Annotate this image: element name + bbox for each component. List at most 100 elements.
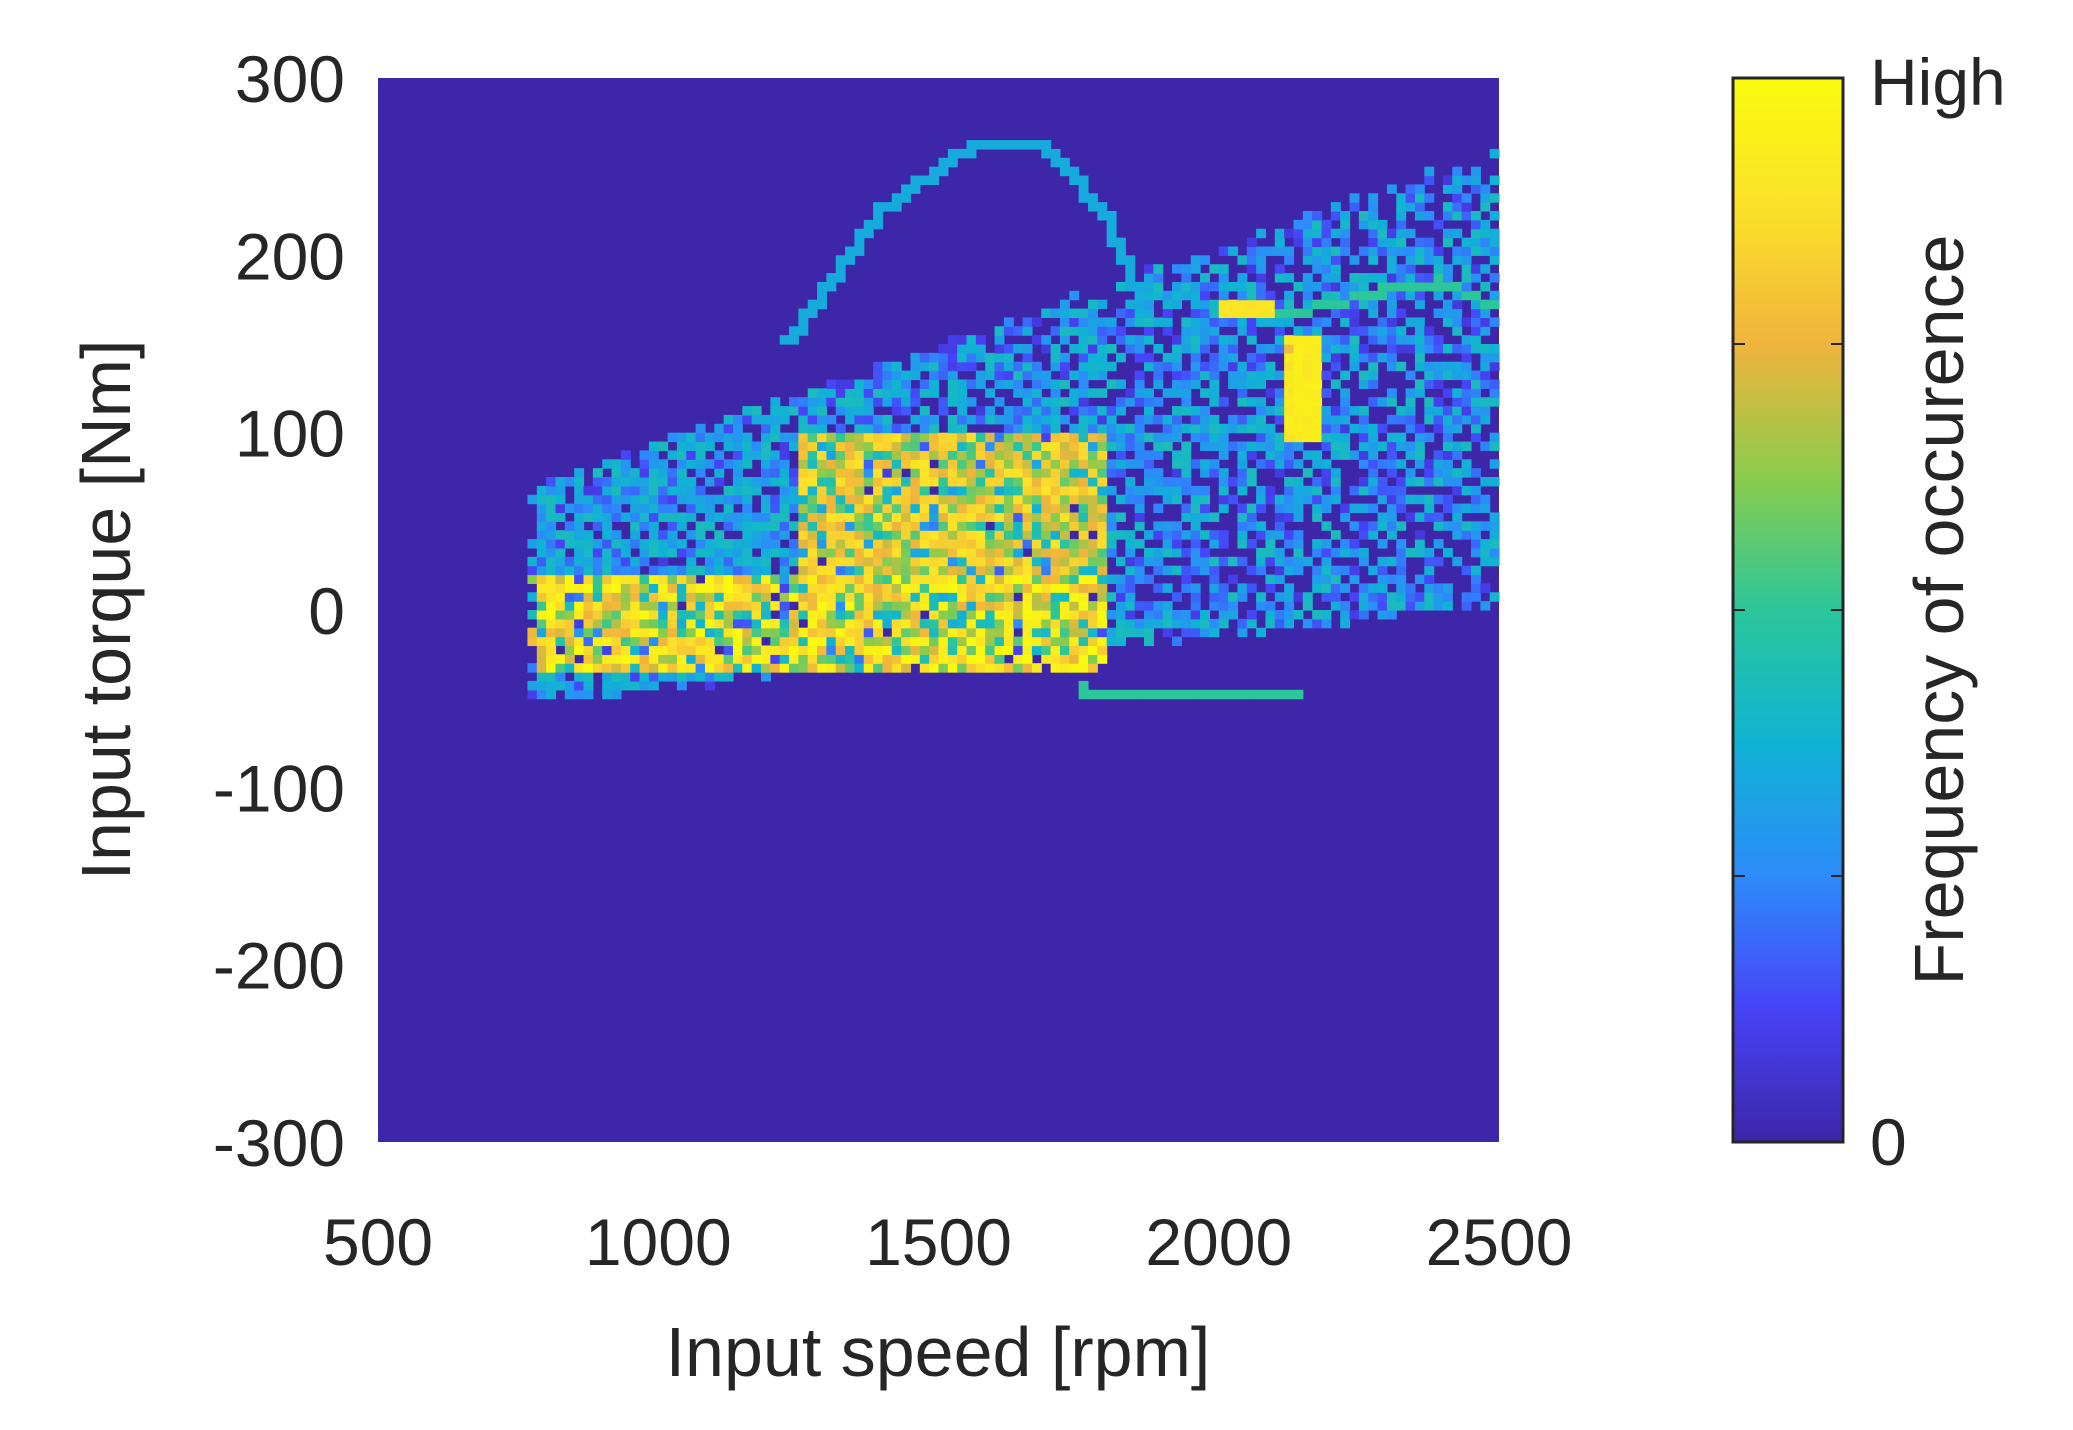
- heatmap-cell: [1470, 317, 1481, 327]
- heatmap-cell: [957, 397, 968, 407]
- heatmap-cell: [695, 547, 706, 558]
- heatmap-cells: [527, 140, 1500, 700]
- heatmap-cell: [1087, 406, 1098, 416]
- heatmap-cell: [1321, 477, 1332, 487]
- heatmap-cell: [845, 468, 856, 478]
- heatmap-cell: [667, 618, 678, 629]
- heatmap-cell: [546, 512, 557, 522]
- heatmap-cell: [1386, 521, 1397, 531]
- heatmap-cell: [1022, 618, 1033, 629]
- heatmap-cell: [854, 592, 865, 602]
- heatmap-cell: [1246, 565, 1257, 576]
- heatmap-cell: [1321, 565, 1332, 576]
- heatmap-cell: [1190, 299, 1201, 310]
- heatmap-cell: [1125, 281, 1136, 292]
- heatmap-cell: [1003, 459, 1014, 469]
- heatmap-cell: [1349, 592, 1360, 602]
- heatmap-cell: [770, 539, 781, 549]
- heatmap-cell: [863, 503, 874, 514]
- heatmap-cell: [686, 459, 697, 469]
- heatmap-cell: [1134, 512, 1145, 522]
- heatmap-cell: [1321, 219, 1332, 230]
- heatmap-cell: [1115, 592, 1126, 602]
- heatmap-cell: [536, 672, 547, 682]
- heatmap-cell: [1414, 299, 1425, 310]
- heatmap-cell: [817, 539, 827, 549]
- heatmap-cell: [1031, 530, 1042, 540]
- heatmap-cell: [611, 654, 622, 664]
- heatmap-cell: [994, 379, 1005, 389]
- heatmap-cell: [732, 610, 743, 620]
- heatmap-cell: [1003, 352, 1014, 363]
- heatmap-cell: [826, 592, 837, 602]
- heatmap-cell: [938, 592, 949, 602]
- heatmap-cell: [1200, 610, 1211, 620]
- heatmap-cell: [1461, 459, 1472, 469]
- heatmap-cell: [1302, 326, 1313, 336]
- heatmap-cell: [732, 663, 743, 673]
- heatmap-cell: [1489, 477, 1500, 487]
- heatmap-cell: [686, 530, 697, 540]
- heatmap-cell: [1293, 414, 1304, 425]
- heatmap-cell: [1293, 485, 1304, 496]
- heatmap-cell: [761, 530, 771, 540]
- heatmap-cell: [863, 219, 874, 230]
- heatmap-cell: [574, 574, 585, 584]
- heatmap-cell: [676, 512, 687, 522]
- heatmap-cell: [1284, 361, 1295, 372]
- heatmap-cell: [835, 610, 846, 620]
- heatmap-cell: [761, 414, 771, 425]
- heatmap-cell: [1284, 335, 1295, 345]
- heatmap-cell: [1312, 219, 1323, 230]
- heatmap-cell: [1349, 423, 1360, 434]
- heatmap-cell: [798, 539, 809, 549]
- heatmap-cell: [583, 565, 594, 576]
- heatmap-cell: [985, 601, 996, 611]
- heatmap-cell: [1144, 547, 1154, 558]
- heatmap-cell: [985, 450, 996, 460]
- heatmap-cell: [770, 468, 781, 478]
- heatmap-cell: [1115, 530, 1126, 540]
- heatmap-cell: [546, 583, 557, 593]
- heatmap-cell: [1181, 485, 1192, 496]
- heatmap-cell: [1349, 547, 1360, 558]
- heatmap-cell: [1358, 441, 1369, 451]
- heatmap-cell: [1386, 228, 1397, 239]
- heatmap-cell: [527, 663, 538, 673]
- heatmap-cell: [1405, 281, 1416, 292]
- heatmap-cell: [1312, 379, 1323, 389]
- heatmap-cell: [863, 397, 874, 407]
- heatmap-cell: [1377, 397, 1388, 407]
- heatmap-cell: [807, 423, 818, 434]
- heatmap-cell: [1218, 397, 1229, 407]
- heatmap-cell: [1396, 273, 1407, 283]
- heatmap-cell: [536, 663, 547, 673]
- heatmap-cell: [611, 601, 622, 611]
- heatmap-cell: [1218, 352, 1229, 363]
- heatmap-cell: [1209, 601, 1220, 611]
- heatmap-cell: [789, 627, 799, 638]
- heatmap-cell: [1190, 344, 1201, 354]
- heatmap-cell: [1256, 299, 1267, 310]
- heatmap-cell: [1087, 654, 1098, 664]
- heatmap-cell: [1274, 326, 1285, 336]
- heatmap-cell: [1377, 459, 1388, 469]
- heatmap-cell: [1433, 450, 1444, 460]
- heatmap-cell: [602, 680, 613, 691]
- heatmap-cell: [742, 601, 753, 611]
- heatmap-cell: [835, 547, 846, 558]
- heatmap-cell: [1340, 370, 1351, 381]
- heatmap-cell: [826, 379, 837, 389]
- heatmap-cell: [1013, 432, 1024, 443]
- heatmap-cell: [1358, 211, 1369, 221]
- heatmap-cell: [1302, 361, 1313, 372]
- heatmap-cell: [1209, 539, 1220, 549]
- heatmap-cell: [938, 565, 949, 576]
- heatmap-cell: [1424, 193, 1435, 203]
- heatmap-cell: [938, 539, 949, 549]
- heatmap-cell: [1218, 432, 1229, 443]
- heatmap-cell: [732, 459, 743, 469]
- heatmap-cell: [919, 654, 930, 664]
- heatmap-cell: [1097, 503, 1108, 514]
- heatmap-cell: [1106, 317, 1117, 327]
